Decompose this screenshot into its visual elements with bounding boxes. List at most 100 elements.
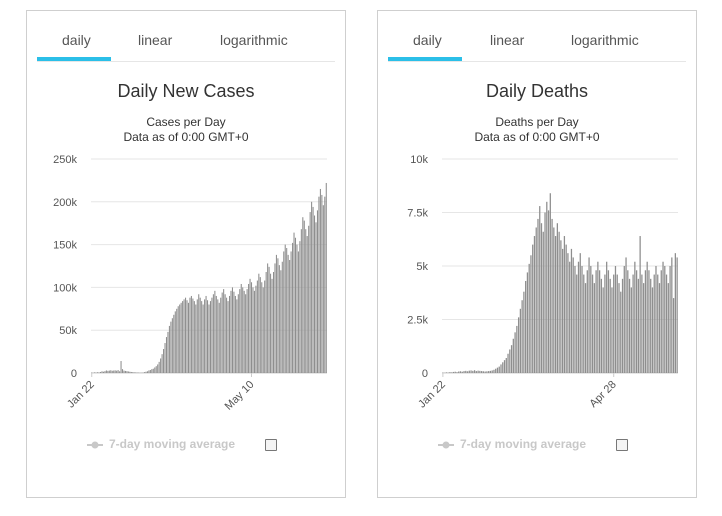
bar	[558, 231, 560, 373]
bar	[204, 299, 206, 373]
bar	[170, 321, 172, 373]
bar	[135, 372, 137, 373]
bar	[560, 240, 562, 373]
bar	[264, 280, 266, 373]
bar	[482, 371, 485, 373]
bar	[186, 300, 188, 373]
bar	[145, 371, 147, 373]
bar	[479, 370, 481, 373]
tab-daily[interactable]: daily	[62, 32, 91, 48]
bar	[249, 278, 251, 373]
bar	[503, 360, 506, 373]
bar	[657, 274, 659, 373]
bar	[237, 294, 239, 373]
chart-subtitle: Cases per Day	[146, 115, 226, 129]
bar	[277, 258, 279, 373]
bar	[509, 349, 511, 373]
bar	[242, 287, 244, 373]
bar	[590, 266, 592, 373]
legend-label: 7-day moving average	[109, 437, 236, 451]
bar	[451, 372, 453, 373]
bar	[270, 273, 272, 373]
bar	[294, 237, 297, 373]
moving-average-checkbox[interactable]	[616, 439, 628, 451]
bar	[253, 290, 255, 373]
bar	[572, 257, 574, 373]
bar	[586, 270, 588, 373]
tab-logarithmic[interactable]: logarithmic	[571, 32, 639, 48]
tab-linear[interactable]: linear	[490, 32, 525, 48]
x-tick-label: Apr 28	[587, 379, 618, 410]
bar	[470, 370, 472, 373]
bar	[287, 254, 289, 373]
bar	[108, 370, 110, 373]
bar	[488, 371, 490, 373]
cases-chart-panel: daily linear logarithmic Daily New Cases…	[26, 10, 346, 498]
bar	[239, 289, 241, 373]
chart-tabs: daily linear logarithmic	[388, 11, 686, 62]
bar	[556, 223, 558, 373]
bar	[514, 332, 516, 373]
bar	[233, 291, 235, 373]
tab-linear[interactable]: linear	[138, 32, 173, 48]
bar	[655, 266, 657, 373]
bar	[563, 236, 566, 373]
bar	[463, 371, 465, 373]
bar	[598, 270, 601, 373]
bar	[519, 308, 522, 373]
bar	[126, 371, 128, 373]
bar	[616, 274, 618, 373]
y-tick-label: 10k	[410, 154, 428, 166]
moving-average-checkbox[interactable]	[265, 439, 277, 451]
bar	[120, 361, 122, 373]
bar	[547, 210, 550, 373]
data-date-note: Data as of 0:00 GMT+0	[474, 130, 600, 144]
bar	[574, 266, 576, 373]
bar	[507, 353, 509, 373]
bar	[544, 212, 546, 373]
bar	[278, 265, 280, 373]
bar	[620, 291, 622, 373]
bar	[250, 282, 253, 373]
bar	[231, 287, 233, 373]
bar	[306, 236, 308, 373]
bar	[189, 297, 191, 373]
bar	[609, 278, 611, 373]
bar	[272, 271, 275, 373]
bar	[597, 261, 599, 373]
bar	[607, 270, 610, 373]
legend-label: 7-day moving average	[460, 437, 587, 451]
bar	[593, 283, 595, 373]
bar	[180, 302, 182, 373]
tab-logarithmic[interactable]: logarithmic	[220, 32, 288, 48]
bar	[212, 294, 214, 373]
bar	[475, 371, 477, 373]
bar	[510, 345, 513, 373]
bar	[322, 205, 324, 373]
bar	[477, 370, 479, 373]
chart-title: Daily Deaths	[485, 81, 589, 101]
bar	[211, 297, 213, 373]
bar	[262, 287, 264, 373]
bar	[100, 371, 102, 373]
bar	[611, 287, 613, 373]
bar	[104, 371, 106, 373]
bar	[208, 304, 210, 373]
bar	[230, 290, 232, 373]
bar	[158, 361, 160, 373]
bar	[495, 368, 497, 373]
bar	[309, 212, 311, 373]
bar	[484, 371, 486, 373]
bar	[623, 266, 625, 373]
bar	[646, 261, 648, 373]
bar	[584, 283, 587, 373]
tab-daily[interactable]: daily	[413, 32, 442, 48]
bar	[198, 294, 200, 373]
bar	[183, 299, 185, 373]
bar	[105, 370, 107, 373]
bar	[215, 295, 217, 373]
bar	[127, 371, 129, 373]
bar	[565, 244, 567, 373]
bar	[648, 270, 650, 373]
bar	[512, 338, 514, 373]
